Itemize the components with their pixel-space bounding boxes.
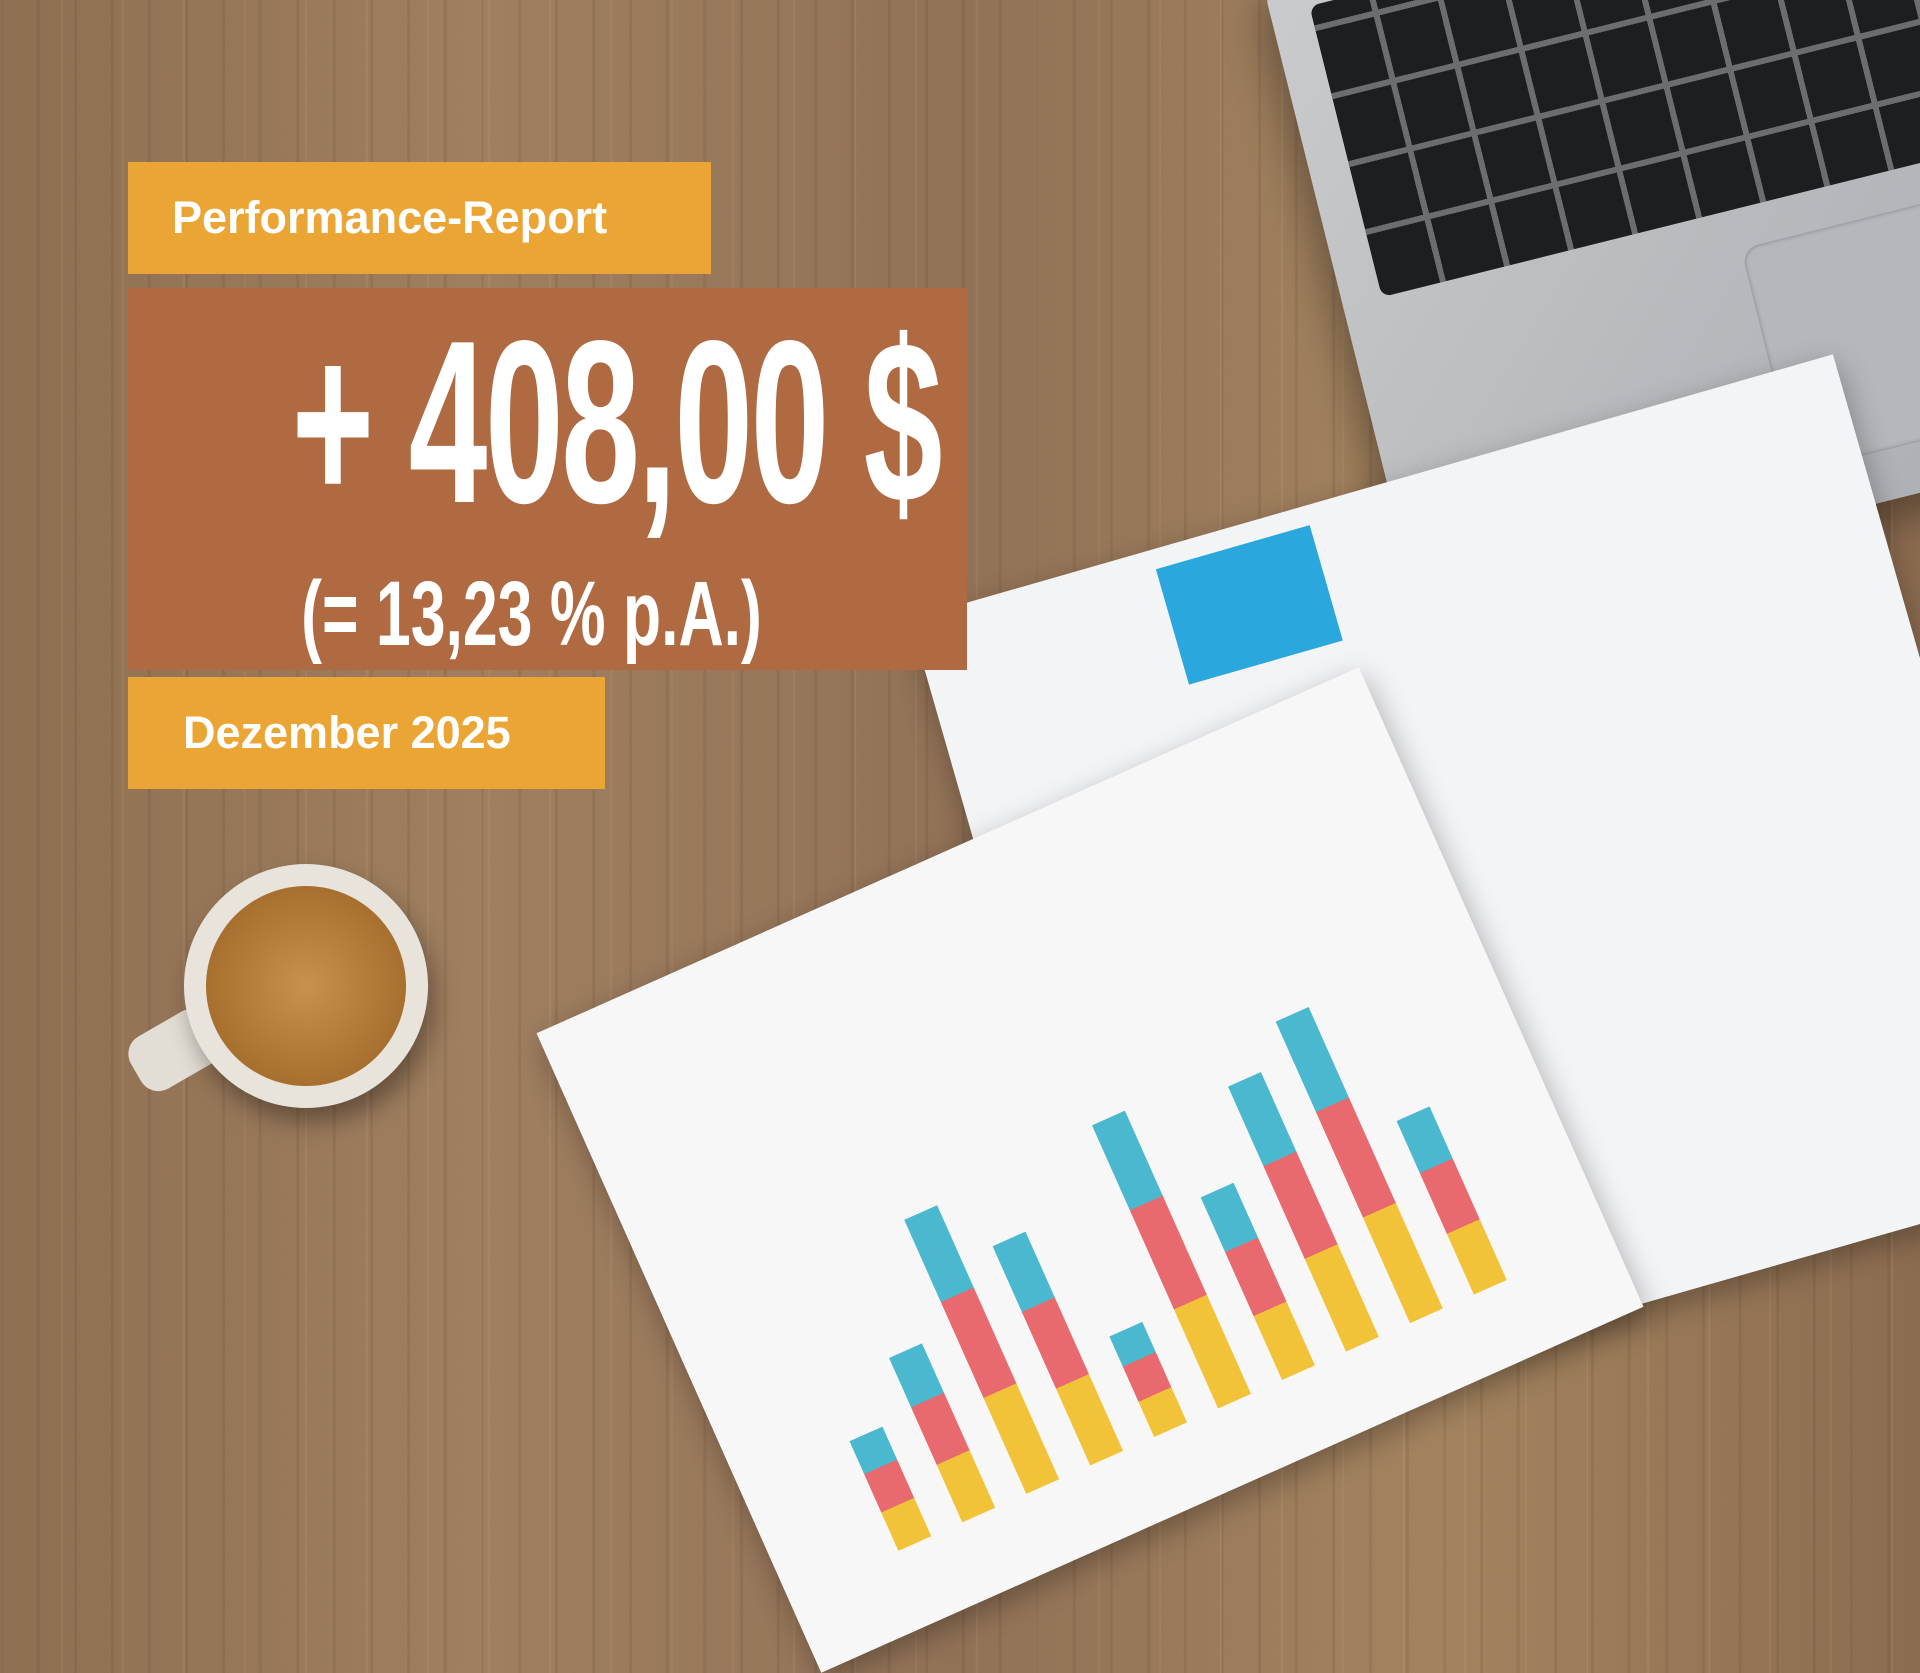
coffee-cup-photo bbox=[184, 864, 428, 1108]
paper-bar bbox=[1109, 1321, 1188, 1437]
report-label-text: Performance-Report bbox=[172, 192, 608, 243]
period-label: Dezember 2025 bbox=[128, 677, 605, 789]
period-label-text: Dezember 2025 bbox=[183, 707, 511, 758]
performance-rate: (= 13,23 % p.A.) bbox=[301, 563, 762, 665]
performance-box: + 408,00 $ (= 13,23 % p.A.) bbox=[128, 288, 967, 670]
resume-header-block bbox=[1155, 525, 1343, 685]
report-label: Performance-Report bbox=[128, 162, 711, 274]
paper-bar bbox=[1092, 1110, 1251, 1409]
paper-bar bbox=[849, 1426, 932, 1551]
paper-bar bbox=[904, 1205, 1060, 1494]
performance-amount: + 408,00 $ bbox=[291, 293, 943, 552]
